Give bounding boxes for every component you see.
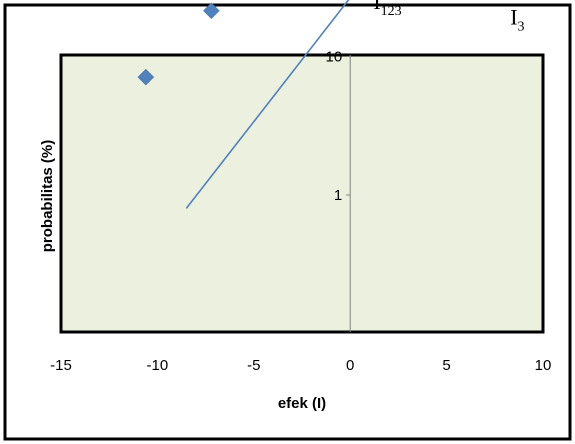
y-tick-label: 10 xyxy=(326,49,343,66)
fit-line-layer xyxy=(185,0,350,209)
data-point xyxy=(203,2,220,20)
x-tick-label: -5 xyxy=(247,357,260,374)
annotation-label: I3 xyxy=(510,5,524,35)
x-tick-labels: -15 -10 -5 0 5 10 xyxy=(50,357,551,374)
y-axis-label: probabilitas (%) xyxy=(39,140,56,253)
x-axis-label: efek (I) xyxy=(278,395,326,412)
x-tick-label: 5 xyxy=(442,357,450,374)
plot-area xyxy=(59,53,545,334)
y-tick-labels: 110100 xyxy=(326,49,343,205)
x-tick-label: 0 xyxy=(346,357,354,374)
points-layer xyxy=(137,2,220,86)
x-tick-label: -15 xyxy=(50,357,72,374)
fit-line xyxy=(185,0,350,209)
x-tick-label: 10 xyxy=(535,357,552,374)
annotation-label: I123 xyxy=(373,0,401,19)
axes xyxy=(346,55,351,332)
y-tick-label: 1 xyxy=(334,187,342,204)
x-tick-label: -10 xyxy=(147,357,169,374)
data-point xyxy=(137,68,155,86)
annotations: I123 I3 xyxy=(373,0,524,35)
